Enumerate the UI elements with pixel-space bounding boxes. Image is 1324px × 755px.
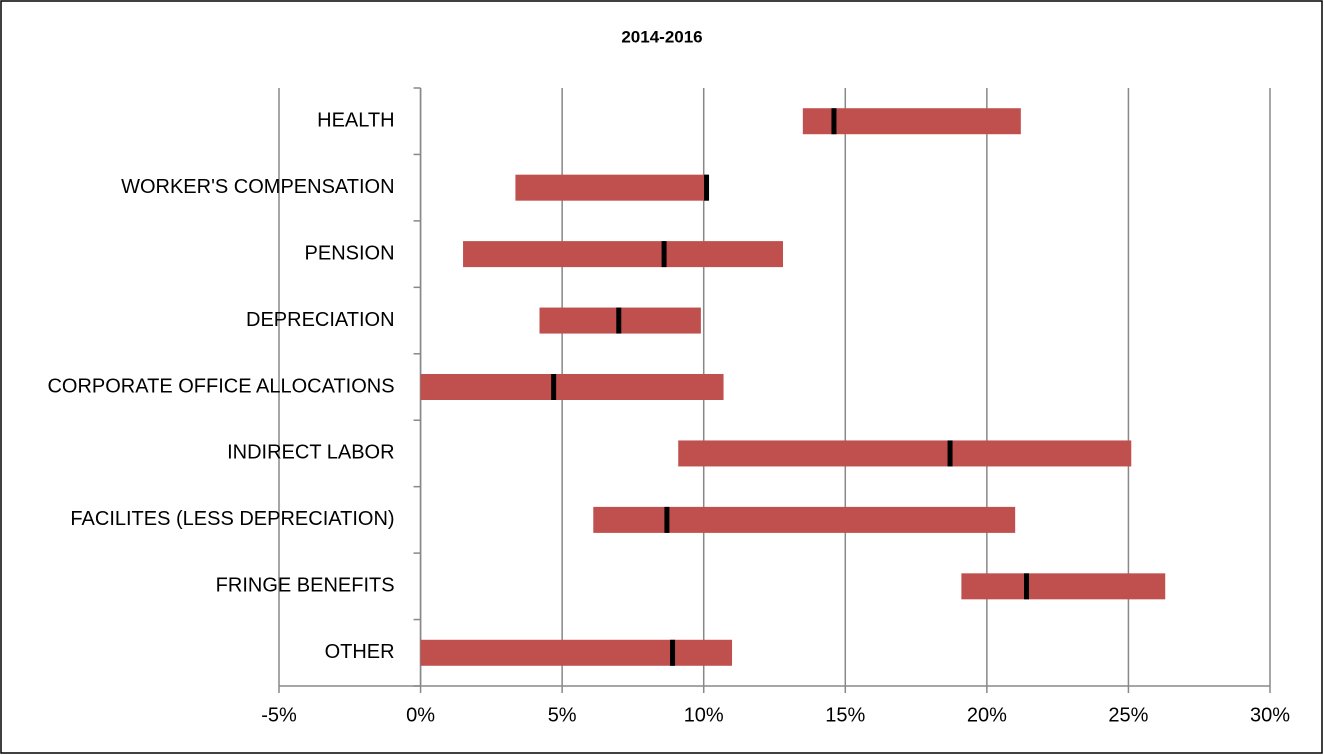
- y-tick-label: PENSION: [305, 242, 395, 264]
- y-tick-label: OTHER: [325, 641, 395, 663]
- y-tick-label: INDIRECT LABOR: [227, 442, 394, 464]
- x-tick-label: 15%: [825, 704, 865, 726]
- range-bar: [420, 639, 733, 666]
- y-tick-label: FACILITES (LESS DEPRECIATION): [70, 508, 394, 530]
- range-bar: [515, 174, 708, 201]
- mid-marker: [670, 639, 676, 666]
- mid-marker: [831, 108, 837, 135]
- mid-marker: [661, 241, 667, 268]
- mid-marker: [551, 374, 557, 400]
- y-tick-label: FRINGE BENEFITS: [216, 575, 395, 597]
- x-tick-label: 20%: [967, 704, 1007, 726]
- x-tick-label: -5%: [261, 704, 297, 726]
- range-bar: [593, 506, 1016, 533]
- range-bar: [802, 108, 1021, 135]
- range-bar: [678, 440, 1132, 467]
- mid-marker: [704, 174, 710, 201]
- mid-marker: [947, 440, 953, 467]
- mid-marker: [1023, 573, 1029, 600]
- x-tick-label: 5%: [548, 704, 577, 726]
- x-tick-label: 30%: [1250, 704, 1290, 726]
- y-tick-label: HEALTH: [317, 110, 394, 132]
- y-tick-label: CORPORATE OFFICE ALLOCATIONS: [47, 375, 394, 397]
- mid-marker: [664, 506, 670, 533]
- x-tick-label: 0%: [406, 704, 435, 726]
- mid-marker: [616, 307, 622, 334]
- y-tick-label: WORKER'S COMPENSATION: [121, 176, 394, 198]
- chart-title: 2014-2016: [621, 27, 702, 46]
- range-bar: [463, 241, 783, 268]
- x-tick-label: 10%: [684, 704, 724, 726]
- y-tick-label: DEPRECIATION: [246, 309, 395, 331]
- x-tick-label: 25%: [1108, 704, 1148, 726]
- range-bar: [961, 573, 1166, 600]
- range-bar: [420, 374, 724, 400]
